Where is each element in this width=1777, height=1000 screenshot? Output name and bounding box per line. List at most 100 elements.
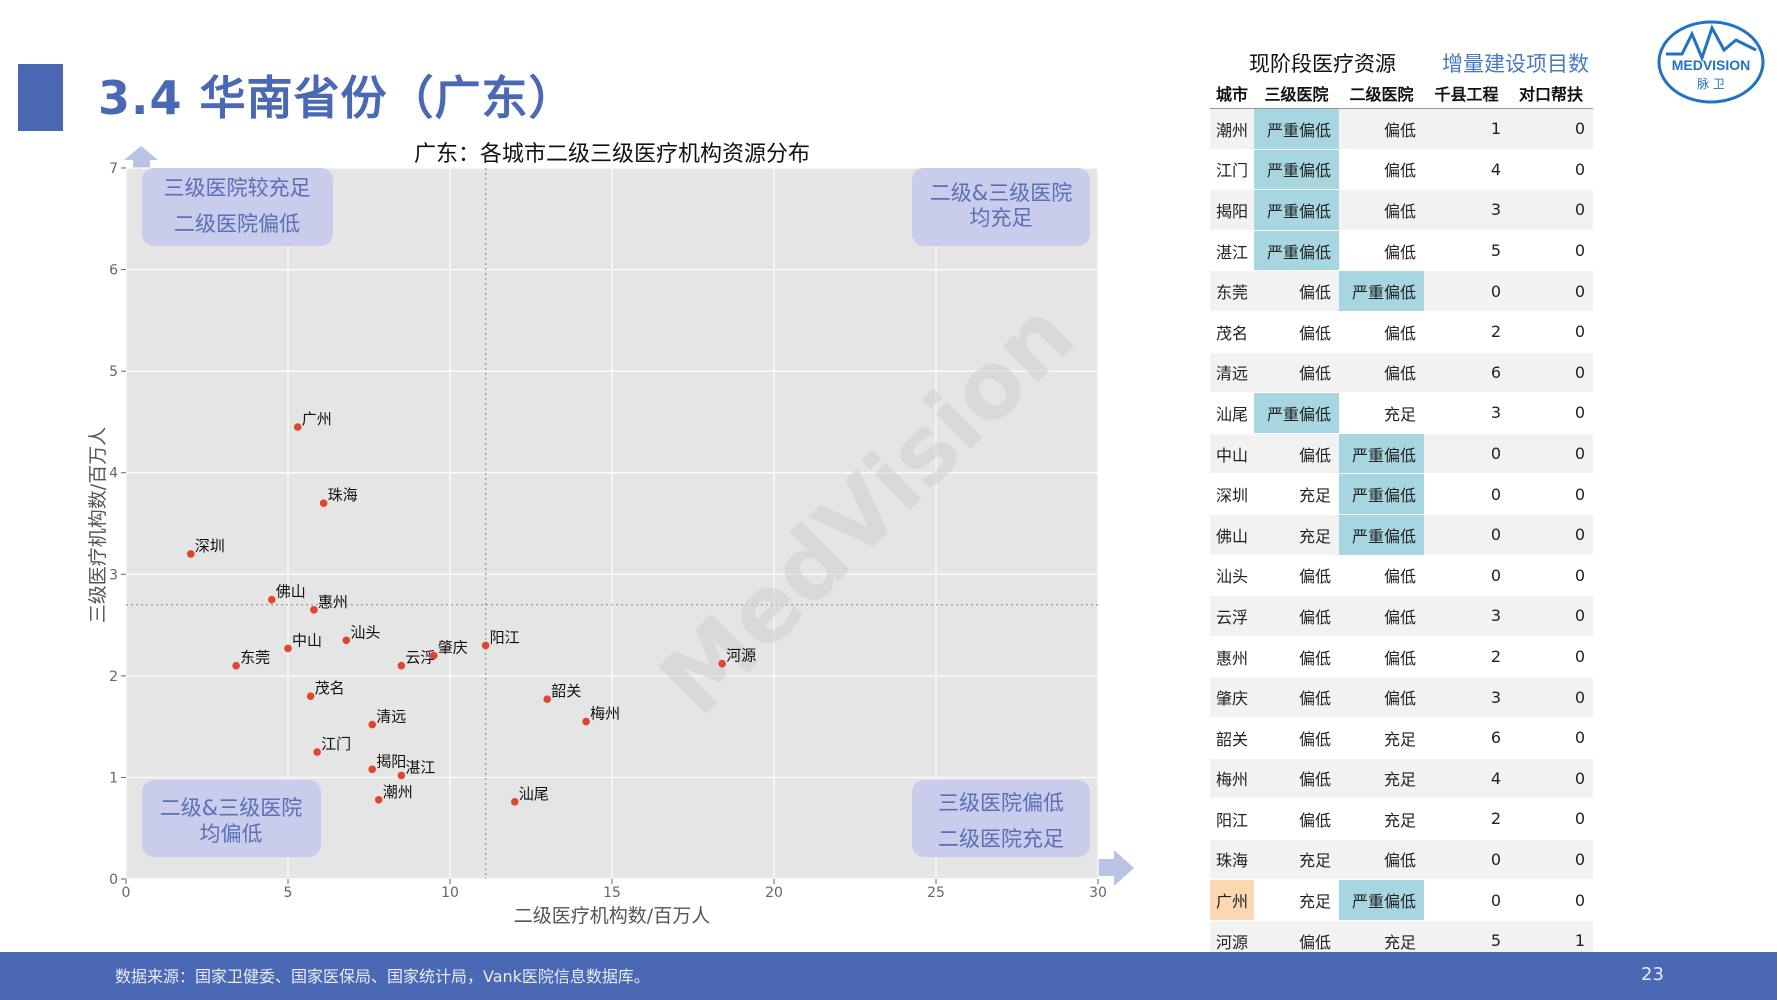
table-body: 潮州 严重偏低 偏低 1 0 江门 严重偏低 偏低 4 0 揭阳 严重偏低 偏低 3 0 湛江 严重偏低 偏低 5 0… <box>1210 108 1593 962</box>
cell-qianxian: 6 <box>1424 352 1509 394</box>
x-tick-label: 5 <box>284 885 293 901</box>
cell-qianxian: 3 <box>1424 676 1509 718</box>
medvision-logo: MEDVISION 脉 卫 <box>1657 20 1765 104</box>
cell-city: 清远 <box>1210 352 1254 394</box>
cell-duikou: 0 <box>1509 514 1593 556</box>
data-point-label: 汕尾 <box>519 785 549 803</box>
cell-tier3: 偏低 <box>1254 311 1339 353</box>
cell-tier3: 偏低 <box>1254 352 1339 394</box>
quadrant-bottom-left-line1: 二级&三级医院 <box>160 796 302 820</box>
x-tick-label: 15 <box>603 885 621 901</box>
cell-tier3: 偏低 <box>1254 433 1339 475</box>
col-tier3: 三级医院 <box>1254 78 1339 109</box>
quadrant-top-right-box <box>912 168 1090 246</box>
cell-city: 茂名 <box>1210 311 1254 353</box>
cell-tier2: 充足 <box>1339 798 1424 840</box>
cell-tier3: 偏低 <box>1254 595 1339 637</box>
cell-tier2: 充足 <box>1339 758 1424 800</box>
cell-city: 汕头 <box>1210 555 1254 597</box>
x-tick-label: 20 <box>765 885 783 901</box>
col-qianxian: 千县工程 <box>1424 78 1509 109</box>
cell-tier3: 严重偏低 <box>1254 392 1339 434</box>
x-tick-label: 25 <box>927 885 945 901</box>
footer-bar: 数据来源：国家卫健委、国家医保局、国家统计局，Vank医院信息数据库。 23 <box>0 952 1777 1000</box>
y-tick-label: 6 <box>109 263 118 279</box>
cell-duikou: 0 <box>1509 149 1593 191</box>
cell-tier2: 偏低 <box>1339 108 1424 150</box>
cell-duikou: 0 <box>1509 798 1593 840</box>
cell-tier2: 偏低 <box>1339 311 1424 353</box>
y-tick-label: 5 <box>109 364 118 380</box>
data-point <box>543 695 551 704</box>
cell-tier2: 偏低 <box>1339 352 1424 394</box>
cell-city: 中山 <box>1210 433 1254 475</box>
cell-city: 江门 <box>1210 149 1254 191</box>
chart-title: 广东：各城市二级三级医疗机构资源分布 <box>414 142 810 167</box>
table-header-current-resources: 现阶段医疗资源 <box>1249 52 1396 76</box>
cell-tier2: 偏低 <box>1339 636 1424 678</box>
cell-qianxian: 4 <box>1424 149 1509 191</box>
reference-lines <box>126 168 1098 879</box>
data-point-label: 珠海 <box>328 486 358 504</box>
y-tick-label: 7 <box>109 161 118 177</box>
cell-tier2: 偏低 <box>1339 676 1424 718</box>
data-point-label: 东莞 <box>240 649 270 667</box>
cell-qianxian: 0 <box>1424 473 1509 515</box>
cell-tier3: 严重偏低 <box>1254 189 1339 231</box>
data-point <box>293 423 302 431</box>
cell-qianxian: 2 <box>1424 311 1509 353</box>
cell-duikou: 0 <box>1509 473 1593 515</box>
cell-tier3: 偏低 <box>1254 676 1339 718</box>
data-point <box>511 798 519 806</box>
x-axis-title: 二级医疗机构数/百万人 <box>514 905 710 927</box>
y-axis-arrowhead <box>124 146 158 160</box>
cell-city: 阳江 <box>1210 798 1254 840</box>
cell-duikou: 0 <box>1509 352 1593 394</box>
data-point-label: 河源 <box>726 647 756 665</box>
table-row: 清远 偏低 偏低 6 0 <box>1210 352 1593 394</box>
cell-tier3: 充足 <box>1254 473 1339 515</box>
cell-city: 云浮 <box>1210 595 1254 637</box>
cell-city: 潮州 <box>1210 108 1254 150</box>
data-point <box>310 606 318 614</box>
cell-tier2: 充足 <box>1339 392 1424 434</box>
cell-duikou: 0 <box>1509 189 1593 231</box>
cell-tier3: 充足 <box>1254 514 1339 556</box>
y-tick-label: 4 <box>109 466 118 482</box>
table-row: 湛江 严重偏低 偏低 5 0 <box>1210 230 1593 272</box>
quadrant-bottom-right-line2: 二级医院充足 <box>938 827 1064 851</box>
cell-tier3: 偏低 <box>1254 717 1339 759</box>
cell-qianxian: 2 <box>1424 636 1509 678</box>
cell-tier3: 偏低 <box>1254 555 1339 597</box>
x-tick-label: 0 <box>122 885 131 901</box>
cell-city: 广州 <box>1210 879 1254 921</box>
x-axis-arrowhead <box>1114 850 1134 886</box>
cell-qianxian: 0 <box>1424 270 1509 312</box>
table-row: 云浮 偏低 偏低 3 0 <box>1210 595 1593 637</box>
cell-duikou: 0 <box>1509 230 1593 272</box>
data-point-label: 汕头 <box>350 623 380 641</box>
y-tick-label: 3 <box>109 567 118 583</box>
cell-qianxian: 1 <box>1424 108 1509 150</box>
cell-duikou: 0 <box>1509 839 1593 881</box>
cell-tier3: 充足 <box>1254 879 1339 921</box>
data-point-label: 茂名 <box>315 679 345 697</box>
cell-city: 湛江 <box>1210 230 1254 272</box>
table-row: 深圳 充足 严重偏低 0 0 <box>1210 473 1593 515</box>
logo-text: MEDVISION <box>1672 57 1751 73</box>
cell-tier2: 严重偏低 <box>1339 514 1424 556</box>
cell-qianxian: 0 <box>1424 555 1509 597</box>
quadrant-top-left-box <box>142 168 333 246</box>
cell-tier2: 偏低 <box>1339 149 1424 191</box>
cell-duikou: 0 <box>1509 392 1593 434</box>
data-point-label: 梅州 <box>590 705 620 723</box>
cell-duikou: 0 <box>1509 676 1593 718</box>
cell-tier2: 严重偏低 <box>1339 433 1424 475</box>
cell-duikou: 0 <box>1509 311 1593 353</box>
quadrant-top-left-line1: 三级医院较充足 <box>164 176 311 200</box>
table-row: 肇庆 偏低 偏低 3 0 <box>1210 676 1593 718</box>
table-header-new-projects: 增量建设项目数 <box>1442 52 1589 76</box>
data-point <box>368 720 377 729</box>
data-point <box>342 636 351 645</box>
col-city: 城市 <box>1210 78 1254 109</box>
